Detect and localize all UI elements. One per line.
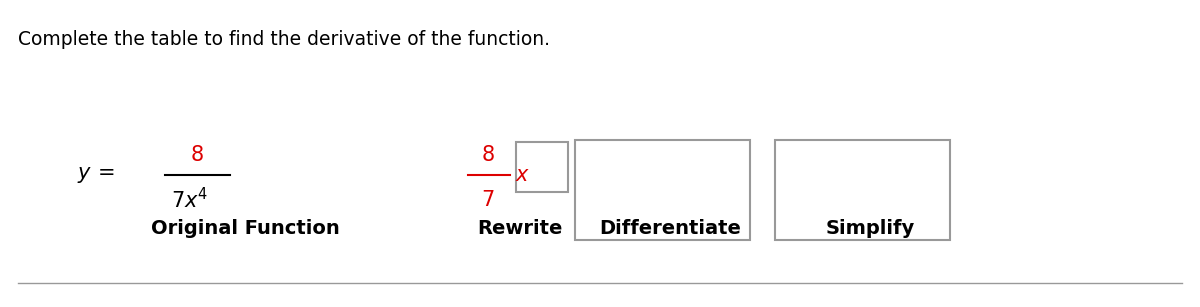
Text: Differentiate: Differentiate xyxy=(599,219,740,238)
Text: Complete the table to find the derivative of the function.: Complete the table to find the derivativ… xyxy=(18,30,550,49)
Text: $7$: $7$ xyxy=(481,190,494,210)
Text: $8$: $8$ xyxy=(481,145,494,165)
Text: $y\,=$: $y\,=$ xyxy=(77,165,115,185)
Text: $8$: $8$ xyxy=(190,145,204,165)
Text: Original Function: Original Function xyxy=(151,219,340,238)
Bar xyxy=(516,142,568,192)
Text: $x$: $x$ xyxy=(515,165,530,185)
Bar xyxy=(575,140,750,240)
Text: Simplify: Simplify xyxy=(826,219,914,238)
Bar xyxy=(775,140,950,240)
Text: $7x^4$: $7x^4$ xyxy=(172,187,209,213)
Text: Rewrite: Rewrite xyxy=(478,219,563,238)
